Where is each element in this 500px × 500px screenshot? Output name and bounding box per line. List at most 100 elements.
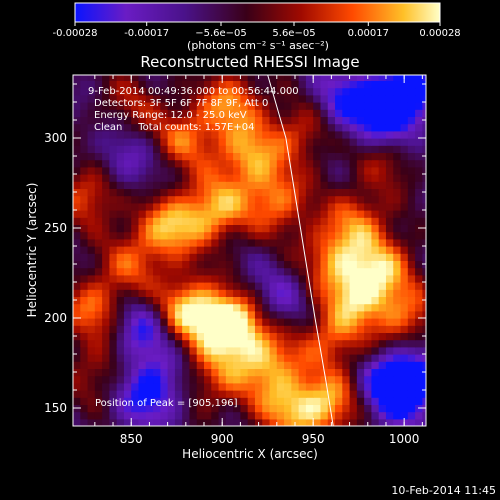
heatmap-cell [204, 253, 212, 261]
heatmap-cell [371, 217, 380, 225]
heatmap-cell [102, 418, 110, 426]
heatmap-cell [298, 145, 307, 153]
heatmap-cell [145, 397, 154, 405]
heatmap-cell [131, 145, 140, 153]
heatmap-cell [240, 130, 249, 139]
heatmap-cell [422, 166, 426, 175]
heatmap-cell [385, 354, 394, 362]
heatmap-cell [196, 217, 205, 225]
heatmap-cell [87, 318, 96, 326]
heatmap-cell [254, 202, 263, 211]
heatmap-cell [313, 289, 322, 297]
heatmap-cell [80, 246, 89, 254]
heatmap-cell [422, 102, 426, 110]
heatmap-cell [116, 202, 125, 211]
heatmap-cell [335, 267, 343, 276]
heatmap-cell [182, 195, 191, 204]
heatmap-cell [356, 80, 365, 89]
heatmap-cell [218, 188, 227, 197]
heatmap-cell [182, 404, 191, 413]
heatmap-cell [371, 145, 380, 153]
heatmap-cell [342, 382, 351, 391]
heatmap-cell [393, 282, 402, 290]
heatmap-cell [145, 94, 154, 103]
heatmap-cell [254, 375, 263, 384]
heatmap-cell [269, 346, 278, 355]
heatmap-cell [145, 390, 154, 398]
heatmap-cell [233, 166, 242, 175]
heatmap-cell [291, 102, 300, 110]
heatmap-cell [109, 238, 118, 247]
heatmap-cell [335, 418, 343, 426]
heatmap-cell [233, 354, 242, 362]
heatmap-cell [247, 267, 256, 276]
heatmap-cell [189, 318, 198, 326]
heatmap-cell [167, 267, 176, 276]
heatmap-cell [356, 159, 365, 168]
heatmap-cell [123, 130, 132, 139]
heatmap-cell [182, 231, 191, 240]
heatmap-cell [138, 318, 147, 326]
heatmap-cell [254, 174, 263, 182]
heatmap-cell [247, 138, 256, 146]
heatmap-cell [109, 217, 118, 225]
heatmap-cell [123, 102, 132, 110]
heatmap-cell [262, 368, 271, 377]
heatmap-cell [313, 310, 322, 319]
heatmap-cell [422, 274, 426, 283]
heatmap-cell [204, 152, 212, 161]
heatmap-cell [284, 174, 292, 182]
heatmap-cell [73, 390, 81, 398]
heatmap-cell [356, 375, 365, 384]
heatmap-cell [145, 318, 154, 326]
heatmap-cell [123, 188, 132, 197]
heatmap-cell [385, 195, 394, 204]
heatmap-cell [291, 274, 300, 283]
heatmap-cell [182, 375, 191, 384]
heatmap-cell [196, 246, 205, 254]
heatmap-cell [327, 382, 336, 391]
heatmap-cell [378, 418, 387, 426]
heatmap-cell [204, 411, 212, 420]
heatmap-cell [327, 346, 336, 355]
heatmap-cell [298, 217, 307, 225]
heatmap-cell [131, 303, 140, 312]
heatmap-cell [174, 303, 183, 312]
heatmap-cell [153, 382, 161, 391]
heatmap-cell [233, 339, 242, 348]
heatmap-cell [73, 181, 81, 189]
heatmap-cell [254, 260, 263, 269]
heatmap-cell [174, 138, 183, 146]
heatmap-cell [80, 332, 89, 341]
heatmap-cell [87, 361, 96, 369]
heatmap-cell [94, 260, 103, 269]
heatmap-cell [364, 375, 373, 384]
heatmap-cell [167, 116, 176, 125]
heatmap-cell [174, 130, 183, 139]
heatmap-cell [131, 138, 140, 146]
heatmap-cell [284, 181, 292, 189]
heatmap-cell [174, 246, 183, 254]
heatmap-cell [415, 274, 423, 283]
heatmap-cell [174, 411, 183, 420]
heatmap-cell [378, 102, 387, 110]
heatmap-cell [385, 159, 394, 168]
heatmap-cell [356, 332, 365, 341]
heatmap-cell [415, 289, 423, 297]
heatmap-cell [415, 361, 423, 369]
heatmap-cell [313, 361, 322, 369]
heatmap-cell [254, 231, 263, 240]
heatmap-cell [393, 404, 402, 413]
heatmap-cell [400, 102, 409, 110]
heatmap-cell [298, 152, 307, 161]
heatmap-cell [211, 296, 220, 305]
heatmap-cell [182, 310, 191, 319]
heatmap-cell [160, 368, 169, 377]
heatmap-cell [138, 159, 147, 168]
heatmap-cell [415, 375, 423, 384]
heatmap-cell [211, 246, 220, 254]
heatmap-cell [87, 390, 96, 398]
heatmap-cell [196, 181, 205, 189]
heatmap-cell [225, 166, 234, 175]
heatmap-cell [335, 382, 343, 391]
